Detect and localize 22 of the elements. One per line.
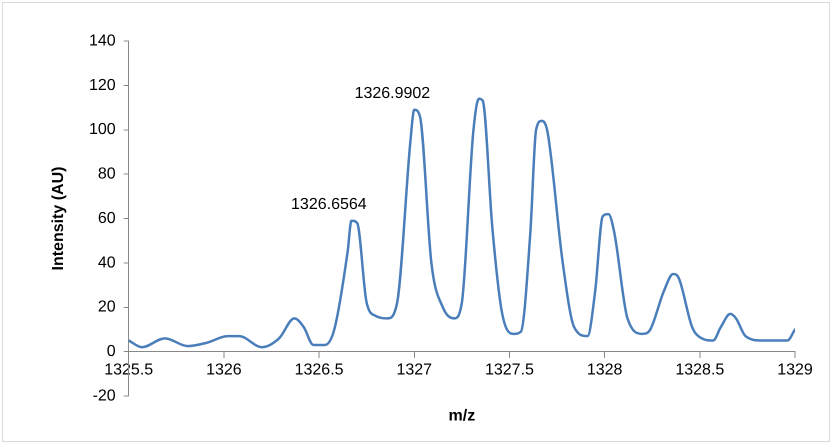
x-tick-label: 1327 bbox=[396, 362, 432, 379]
y-tick-label: -20 bbox=[92, 387, 116, 404]
y-axis-title: Intensity (AU) bbox=[50, 166, 68, 270]
x-tick-label: 1329 bbox=[777, 362, 813, 379]
y-tick-label: 140 bbox=[88, 32, 116, 50]
y-tick-label: 20 bbox=[98, 298, 116, 316]
y-tick-label: 0 bbox=[106, 343, 116, 360]
line-series bbox=[128, 97, 795, 348]
y-tick-label: 100 bbox=[88, 121, 116, 138]
annotation: 1326.9902 bbox=[354, 85, 430, 102]
x-tick-label: 1327.5 bbox=[484, 362, 534, 379]
y-tick-label: 120 bbox=[88, 76, 116, 94]
y-tick-label: 40 bbox=[98, 254, 116, 272]
x-tick-label: 1326 bbox=[206, 362, 242, 379]
x-tick-label: 1328 bbox=[586, 362, 623, 379]
annotation: 1326.6564 bbox=[291, 196, 367, 214]
x-axis-title: m/z bbox=[448, 407, 476, 424]
x-tick-label: 1326.5 bbox=[294, 362, 344, 379]
y-tick-label: 60 bbox=[98, 210, 116, 227]
y-tick-label: 80 bbox=[98, 166, 116, 183]
x-tick-label: 1328.5 bbox=[675, 362, 724, 379]
x-tick-label: 1325.5 bbox=[104, 362, 154, 379]
